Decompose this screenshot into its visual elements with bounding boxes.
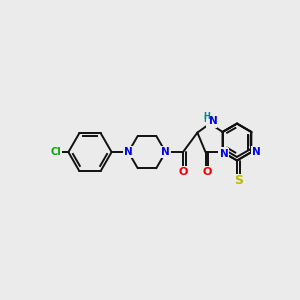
Text: N: N xyxy=(252,147,261,157)
Text: N: N xyxy=(161,147,170,157)
Text: O: O xyxy=(178,167,188,177)
Text: O: O xyxy=(202,167,212,177)
Text: Cl: Cl xyxy=(50,147,61,157)
Text: S: S xyxy=(234,174,243,188)
Text: H: H xyxy=(203,115,210,124)
Text: N: N xyxy=(124,147,133,157)
Text: N: N xyxy=(252,147,261,157)
Text: N: N xyxy=(219,148,228,158)
Text: S: S xyxy=(234,174,243,188)
Text: N: N xyxy=(208,116,217,126)
Text: N: N xyxy=(124,147,133,157)
Text: O: O xyxy=(202,167,212,177)
Text: Cl: Cl xyxy=(50,147,61,157)
Text: N: N xyxy=(207,117,216,127)
Text: H: H xyxy=(203,112,210,121)
Text: N: N xyxy=(220,148,229,159)
Text: N: N xyxy=(161,147,170,157)
Text: O: O xyxy=(178,167,188,177)
